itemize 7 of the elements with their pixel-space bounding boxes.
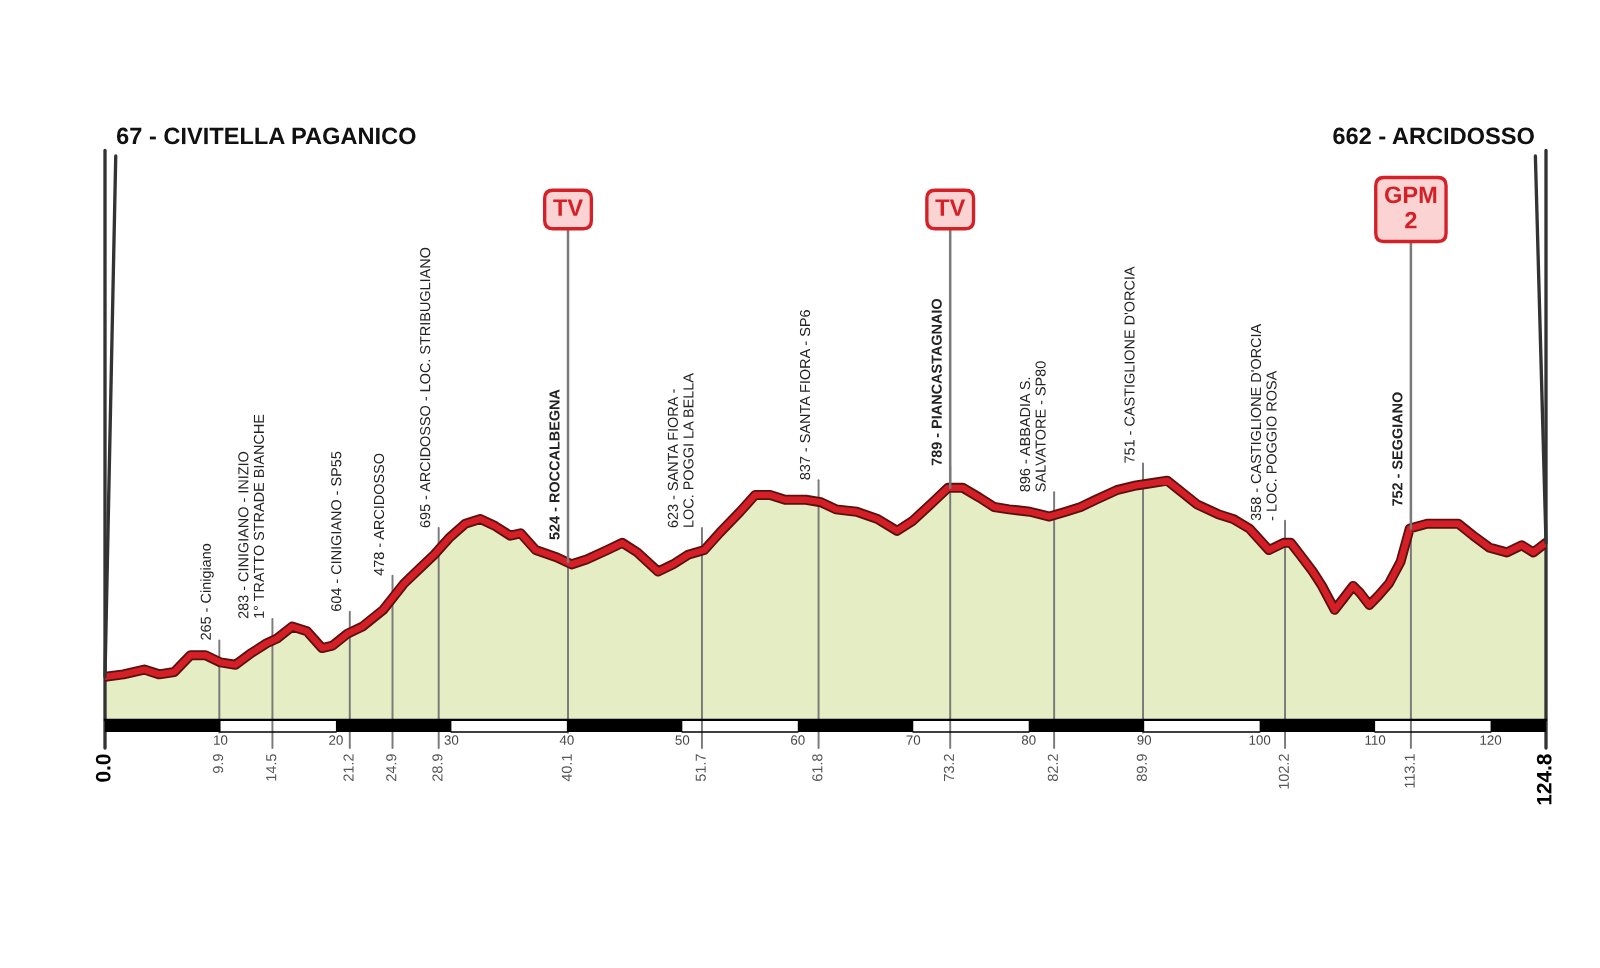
annotation: GPM 2 (1384, 186, 1437, 229)
annotation: 67 - CIVITELLA PAGANICO (116, 127, 416, 145)
annotation: TV (553, 199, 583, 216)
ref-line-label: 124.8 (1536, 754, 1552, 805)
ref-line-label: 0.0 (95, 754, 111, 782)
annotation: 662 - ARCIDOSSO (1333, 127, 1534, 145)
annotation: TV (935, 199, 966, 216)
